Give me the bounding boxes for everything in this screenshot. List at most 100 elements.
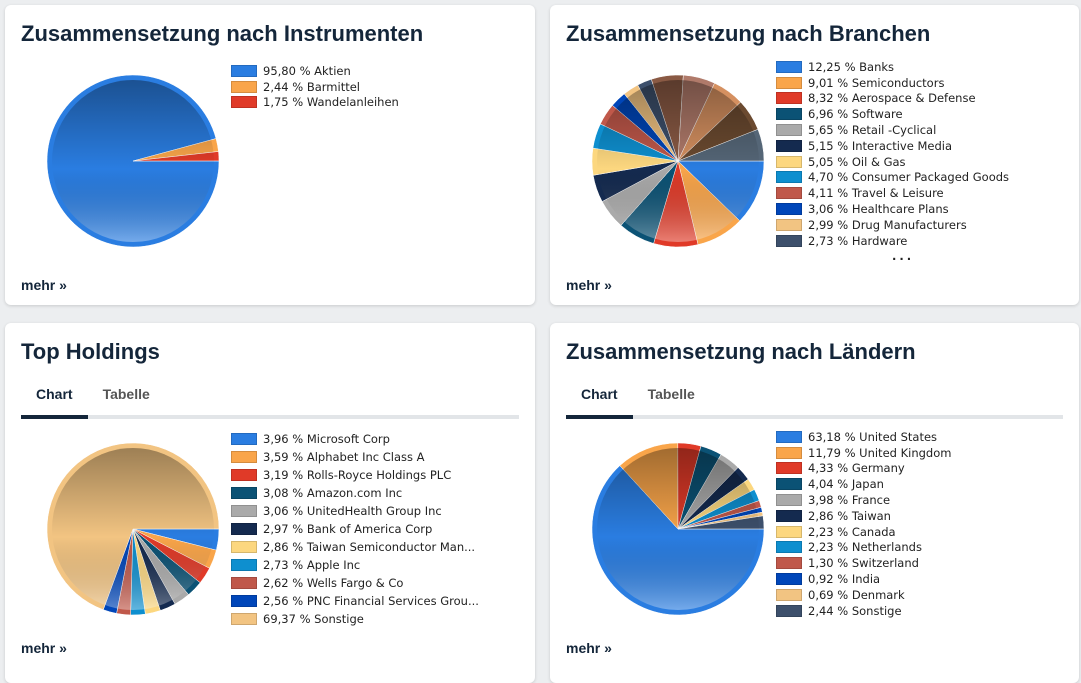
legend-item: 2,97 % Bank of America Corp bbox=[231, 520, 479, 538]
legend-item: 6,96 % Software bbox=[776, 106, 1009, 122]
legend-swatch bbox=[231, 559, 257, 571]
legend-label: 2,62 % Wells Fargo & Co bbox=[263, 576, 404, 590]
legend-swatch bbox=[231, 505, 257, 517]
tab-bar: Chart Tabelle bbox=[566, 383, 1063, 419]
legend-more-indicator: ... bbox=[892, 248, 915, 263]
legend-swatch bbox=[231, 577, 257, 589]
legend-item: 4,04 % Japan bbox=[776, 476, 951, 492]
legend-label: 5,15 % Interactive Media bbox=[808, 138, 952, 153]
legend-label: 3,08 % Amazon.com Inc bbox=[263, 486, 403, 500]
legend: 3,96 % Microsoft Corp 3,59 % Alphabet Inc… bbox=[231, 430, 479, 628]
legend-label: 3,06 % Healthcare Plans bbox=[808, 202, 949, 217]
legend-label: 95,80 % Aktien bbox=[263, 63, 351, 78]
legend-item: 12,25 % Banks bbox=[776, 59, 1009, 75]
legend-swatch bbox=[776, 187, 802, 200]
card-instruments: Zusammensetzung nach Instrumenten 95,80 … bbox=[5, 5, 535, 305]
pie-chart bbox=[591, 442, 765, 616]
more-link[interactable]: mehr » bbox=[566, 640, 612, 656]
legend: 95,80 % Aktien 2,44 % Barmittel 1,75 % Wan… bbox=[231, 63, 399, 110]
legend-label: 2,73 % Hardware bbox=[808, 233, 908, 248]
legend-item: 8,32 % Aerospace & Defense bbox=[776, 91, 1009, 107]
legend-swatch bbox=[776, 124, 802, 137]
legend-swatch bbox=[776, 218, 802, 231]
legend-label: 2,23 % Canada bbox=[808, 524, 896, 539]
legend-swatch bbox=[776, 139, 802, 152]
legend-swatch bbox=[231, 64, 257, 77]
legend-label: 2,99 % Drug Manufacturers bbox=[808, 217, 967, 232]
legend-item: 63,18 % United States bbox=[776, 429, 951, 445]
legend-swatch bbox=[231, 541, 257, 553]
legend-item: 2,44 % Sonstige bbox=[776, 603, 951, 619]
legend-label: 9,01 % Semiconductors bbox=[808, 75, 945, 90]
more-link[interactable]: mehr » bbox=[21, 277, 67, 293]
legend-label: 2,97 % Bank of America Corp bbox=[263, 522, 433, 536]
legend-swatch bbox=[776, 604, 802, 617]
legend-label: 8,32 % Aerospace & Defense bbox=[808, 91, 976, 106]
legend-item: 4,70 % Consumer Packaged Goods bbox=[776, 170, 1009, 186]
legend-label: 0,69 % Denmark bbox=[808, 587, 905, 602]
legend-swatch bbox=[776, 588, 802, 601]
legend-swatch bbox=[776, 60, 802, 73]
legend-label: 1,75 % Wandelanleihen bbox=[263, 95, 399, 110]
legend-swatch bbox=[776, 462, 802, 475]
legend-label: 2,86 % Taiwan Semiconductor Man... bbox=[263, 540, 476, 554]
legend-item: 3,96 % Microsoft Corp bbox=[231, 430, 479, 448]
legend-label: 69,37 % Sonstige bbox=[263, 612, 364, 626]
legend-item: 2,62 % Wells Fargo & Co bbox=[231, 574, 479, 592]
legend-label: 2,44 % Sonstige bbox=[808, 603, 902, 618]
card-title: Zusammensetzung nach Branchen bbox=[566, 21, 931, 46]
legend-item: 3,59 % Alphabet Inc Class A bbox=[231, 448, 479, 466]
pie-shading bbox=[52, 80, 214, 242]
legend-swatch bbox=[776, 108, 802, 121]
legend-item: 3,06 % Healthcare Plans bbox=[776, 201, 1009, 217]
legend-label: 12,25 % Banks bbox=[808, 59, 895, 74]
pie-chart bbox=[591, 74, 765, 248]
legend: 63,18 % United States 11,79 % United King… bbox=[776, 429, 951, 619]
legend-item: 1,30 % Switzerland bbox=[776, 555, 951, 571]
more-link[interactable]: mehr » bbox=[21, 640, 67, 656]
legend-item: 2,99 % Drug Manufacturers bbox=[776, 217, 1009, 233]
legend-item: 5,65 % Retail -Cyclical bbox=[776, 122, 1009, 138]
legend-item: 2,23 % Netherlands bbox=[776, 540, 951, 556]
legend-label: 3,06 % UnitedHealth Group Inc bbox=[263, 504, 442, 518]
legend-label: 2,23 % Netherlands bbox=[808, 540, 922, 555]
legend-swatch bbox=[231, 80, 257, 93]
legend-label: 4,70 % Consumer Packaged Goods bbox=[808, 170, 1010, 185]
more-link[interactable]: mehr » bbox=[566, 277, 612, 293]
legend-swatch bbox=[231, 469, 257, 481]
legend-item: 2,86 % Taiwan bbox=[776, 508, 951, 524]
legend-swatch bbox=[776, 446, 802, 459]
legend-swatch bbox=[776, 430, 802, 443]
card-title: Zusammensetzung nach Instrumenten bbox=[21, 21, 424, 46]
pie-shading bbox=[597, 80, 759, 242]
tab-table[interactable]: Tabelle bbox=[102, 386, 150, 402]
legend-label: 5,05 % Oil & Gas bbox=[808, 154, 906, 169]
legend-item: 0,92 % India bbox=[776, 571, 951, 587]
legend-label: 4,04 % Japan bbox=[808, 477, 884, 492]
legend-swatch bbox=[776, 509, 802, 522]
legend-label: 1,30 % Switzerland bbox=[808, 556, 919, 571]
legend-swatch bbox=[776, 525, 802, 538]
legend: 12,25 % Banks 9,01 % Semiconductors 8,32 %… bbox=[776, 59, 1009, 263]
tab-chart[interactable]: Chart bbox=[21, 383, 88, 419]
legend-swatch bbox=[231, 433, 257, 445]
legend-item: 69,37 % Sonstige bbox=[231, 610, 479, 628]
legend-swatch bbox=[776, 76, 802, 89]
card-sectors: Zusammensetzung nach Branchen 12,25 % Ba… bbox=[550, 5, 1079, 305]
legend-swatch bbox=[231, 613, 257, 625]
legend-swatch bbox=[776, 478, 802, 491]
tab-table[interactable]: Tabelle bbox=[647, 386, 695, 402]
legend-item: 3,98 % France bbox=[776, 492, 951, 508]
legend-swatch bbox=[776, 203, 802, 216]
legend-label: 4,11 % Travel & Leisure bbox=[808, 186, 944, 201]
legend-item: 9,01 % Semiconductors bbox=[776, 75, 1009, 91]
legend-swatch bbox=[231, 595, 257, 607]
legend-item: 0,69 % Denmark bbox=[776, 587, 951, 603]
tab-chart[interactable]: Chart bbox=[566, 383, 633, 419]
legend-label: 2,73 % Apple Inc bbox=[263, 558, 361, 572]
legend-item: 3,08 % Amazon.com Inc bbox=[231, 484, 479, 502]
legend-item: 2,23 % Canada bbox=[776, 524, 951, 540]
legend-item: 5,15 % Interactive Media bbox=[776, 138, 1009, 154]
legend-swatch bbox=[776, 234, 802, 247]
legend-label: 63,18 % United States bbox=[808, 429, 938, 444]
